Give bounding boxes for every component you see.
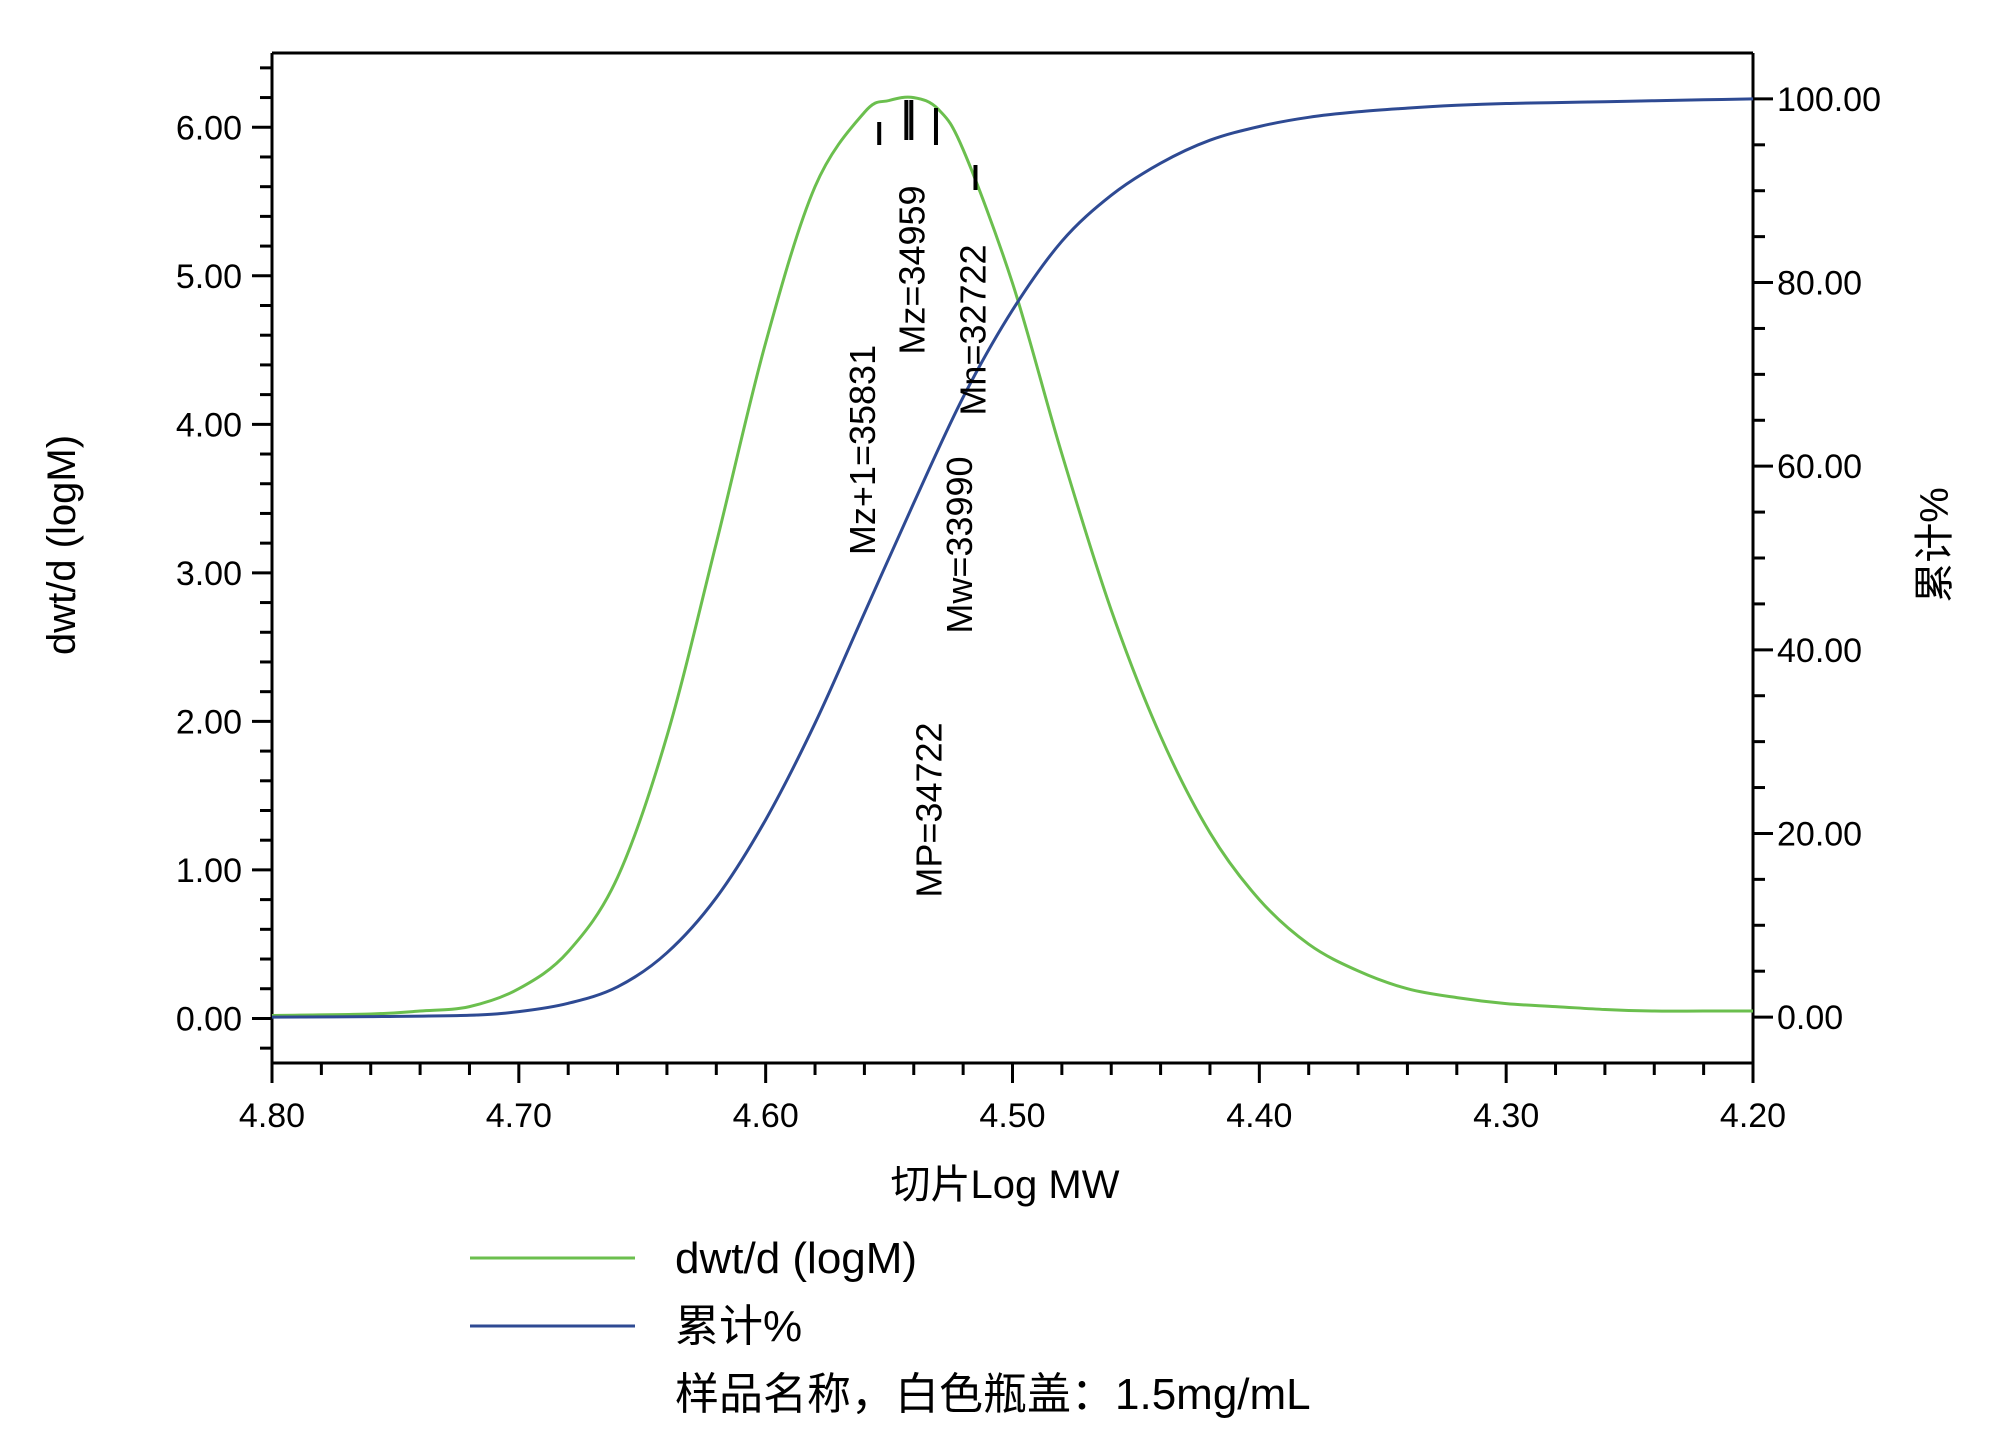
annotation-label: Mz+1=35831: [842, 345, 883, 555]
y-right-tick-label: 20.00: [1777, 815, 1862, 853]
y-axis-left-title: dwt/d (logM): [40, 435, 84, 655]
x-axis: 4.80 4.70 4.60 4.50 4.40 4.30 4.20: [239, 1063, 1786, 1135]
y-right-tick-label: 100.00: [1777, 81, 1881, 119]
y-axis-right-title: 累计%: [1913, 487, 1957, 603]
annotation-label: Mz=34959: [891, 185, 932, 354]
annotation-layer: Mz+1=35831 MP=34722 Mz=34959 Mw=33990 Mn=327…: [842, 100, 994, 898]
y-right-tick-label: 40.00: [1777, 632, 1862, 670]
plot-frame: [270, 51, 1755, 1065]
x-tick-label: 4.80: [239, 1097, 305, 1135]
x-tick-label: 4.30: [1473, 1097, 1539, 1135]
y-left-tick-label: 6.00: [176, 109, 242, 147]
y-right-tick-label: 80.00: [1777, 265, 1862, 303]
x-tick-label: 4.60: [733, 1097, 799, 1135]
x-tick-label: 4.20: [1720, 1097, 1786, 1135]
y-left-tick-label: 4.00: [176, 406, 242, 444]
y-left-tick-label: 5.00: [176, 258, 242, 296]
x-tick-label: 4.70: [486, 1097, 552, 1135]
y-axis-right: 0.00 20.00 40.00 60.00 80.00 100.00: [1753, 81, 1881, 1037]
x-tick-label: 4.40: [1226, 1097, 1292, 1135]
series-line-cumulative: [271, 97, 1754, 1019]
series-line-dwt: [271, 95, 1753, 1017]
y-left-tick-label: 2.00: [176, 703, 242, 741]
y-left-tick-label: 1.00: [176, 852, 242, 890]
x-tick-label: 4.50: [979, 1097, 1045, 1135]
legend: dwt/d (logM) 累计% 样品名称，白色瓶盖：1.5mg/mL: [470, 1234, 1311, 1419]
y-right-tick-label: 0.00: [1777, 999, 1843, 1037]
legend-label-cumulative: 累计%: [675, 1302, 802, 1351]
annotation-label: Mw=33990: [939, 456, 980, 633]
series-layer: [271, 95, 1754, 1019]
x-axis-title: 切片Log MW: [891, 1163, 1120, 1207]
legend-label-dwt: dwt/d (logM): [675, 1234, 917, 1283]
legend-sample-note: 样品名称，白色瓶盖：1.5mg/mL: [675, 1370, 1311, 1419]
annotation-label: Mn=32722: [953, 244, 994, 415]
y-left-tick-label: 3.00: [176, 555, 242, 593]
y-axis-left: 0.00 1.00 2.00 3.00 4.00 5.00 6.00: [176, 66, 272, 1050]
y-left-tick-label: 0.00: [176, 1000, 242, 1038]
y-right-tick-label: 60.00: [1777, 448, 1862, 486]
annotation-label: MP=34722: [908, 722, 949, 897]
